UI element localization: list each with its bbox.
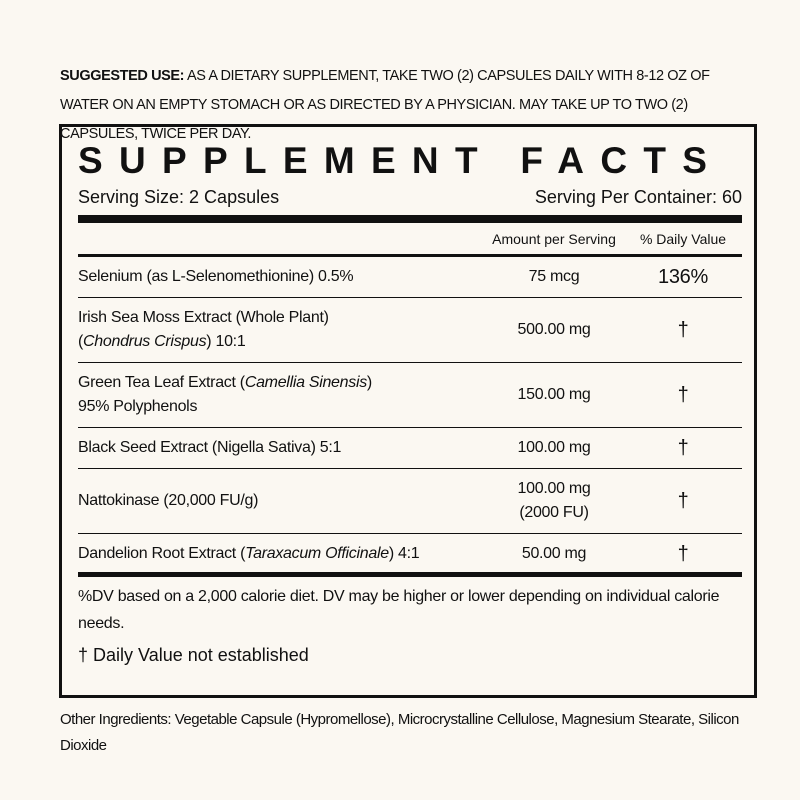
ingredient-name: Dandelion Root Extract (Taraxacum Offici…: [78, 542, 484, 566]
amount-line: 500.00 mg: [517, 321, 591, 338]
name-text: Black Seed Extract (Nigella Sativa) 5:1: [78, 439, 342, 456]
name-line: Nattokinase (20,000 FU/g): [78, 489, 484, 513]
amount: 75 mcg: [484, 265, 624, 289]
ingredient-name: Green Tea Leaf Extract (Camellia Sinensi…: [78, 371, 484, 419]
ingredient-row: Selenium (as L-Selenomethionine) 0.5% 75 …: [78, 257, 742, 298]
amount: 50.00 mg: [484, 542, 624, 566]
suggested-use-label: SUGGESTED USE:: [60, 68, 185, 84]
name-text: 95% Polyphenols: [78, 398, 198, 415]
name-text: Green Tea Leaf Extract (: [78, 374, 245, 391]
ingredient-row: Nattokinase (20,000 FU/g) 100.00 mg (2000 …: [78, 469, 742, 534]
name-text: Irish Sea Moss Extract (Whole Plant): [78, 309, 329, 326]
other-ingredients: Other Ingredients: Vegetable Capsule (Hy…: [60, 711, 739, 754]
name-line: Green Tea Leaf Extract (Camellia Sinensi…: [78, 371, 484, 395]
servings-per-container: Serving Per Container: 60: [534, 187, 742, 207]
name-line: Irish Sea Moss Extract (Whole Plant): [78, 306, 484, 330]
ingredient-name: Black Seed Extract (Nigella Sativa) 5:1: [78, 436, 484, 460]
supplement-facts-panel: SUPPLEMENT FACTS Serving Size: 2 Capsule…: [59, 124, 757, 698]
ingredient-name: Selenium (as L-Selenomethionine) 0.5%: [78, 265, 484, 289]
name-line: (Chondrus Crispus) 10:1: [78, 330, 484, 354]
serving-info: Serving Size: 2 Capsules Serving Per Con…: [78, 183, 742, 211]
dagger-note: † Daily Value not established: [78, 645, 309, 665]
daily-value: †: [677, 543, 689, 565]
serving-size: Serving Size: 2 Capsules: [78, 187, 280, 207]
amount-line: 100.00 mg: [517, 439, 591, 456]
ingredient-row: Black Seed Extract (Nigella Sativa) 5:1 1…: [78, 428, 742, 469]
name-text: Taraxacum Officinale: [245, 545, 389, 562]
ingredient-row: Green Tea Leaf Extract (Camellia Sinensi…: [78, 363, 742, 428]
amount: 100.00 mg (2000 FU): [484, 477, 624, 525]
footnote: %DV based on a 2,000 calorie diet. DV ma…: [78, 588, 720, 632]
amount: 100.00 mg: [484, 436, 624, 460]
name-text: (: [78, 333, 84, 350]
ingredient-row: Dandelion Root Extract (Taraxacum Offici…: [78, 534, 742, 577]
name-text: Camellia Sinensis: [244, 374, 367, 391]
ingredient-rows: Selenium (as L-Selenomethionine) 0.5% 75 …: [78, 257, 742, 577]
name-text: ) 4:1: [388, 545, 420, 562]
amount-line: (2000 FU): [519, 504, 589, 521]
amount-line: 100.00 mg: [517, 480, 591, 497]
ingredient-row: Irish Sea Moss Extract (Whole Plant) (Cho…: [78, 298, 742, 363]
ingredient-name: Irish Sea Moss Extract (Whole Plant) (Cho…: [78, 306, 484, 354]
daily-value: †: [677, 437, 689, 459]
name-line: 95% Polyphenols: [78, 395, 484, 419]
name-text: Selenium (as L-Selenomethionine) 0.5%: [78, 268, 354, 285]
name-line: Dandelion Root Extract (Taraxacum Offici…: [78, 542, 484, 566]
column-label: Amount per Serving: [492, 230, 616, 247]
suggested-use-text: AS A DIETARY SUPPLEMENT, TAKE TWO (2) CA…: [60, 68, 710, 142]
daily-value: †: [677, 319, 689, 341]
amount: 500.00 mg: [484, 318, 624, 342]
name-line: Black Seed Extract (Nigella Sativa) 5:1: [78, 436, 484, 460]
daily-value: †: [677, 490, 689, 512]
name-text: ): [366, 374, 372, 391]
name-text: ) 10:1: [206, 333, 246, 350]
ingredient-name: Nattokinase (20,000 FU/g): [78, 489, 484, 513]
amount: 150.00 mg: [484, 383, 624, 407]
column-label: % Daily Value: [639, 230, 727, 247]
daily-value: 136%: [658, 266, 708, 288]
amount-line: 75 mcg: [528, 268, 580, 285]
column-header: Amount per Serving % Daily Value: [78, 223, 742, 257]
divider: [78, 215, 742, 223]
daily-value: †: [677, 384, 689, 406]
amount-line: 50.00 mg: [521, 545, 587, 562]
name-line: Selenium (as L-Selenomethionine) 0.5%: [78, 265, 484, 289]
name-text: Chondrus Crispus: [83, 333, 207, 350]
name-text: Nattokinase (20,000 FU/g): [78, 492, 259, 509]
amount-line: 150.00 mg: [517, 386, 591, 403]
name-text: Dandelion Root Extract (: [78, 545, 246, 562]
suggested-use: SUGGESTED USE: AS A DIETARY SUPPLEMENT, …: [60, 62, 760, 149]
facts-title: SUPPLEMENT FACTS: [78, 140, 724, 181]
